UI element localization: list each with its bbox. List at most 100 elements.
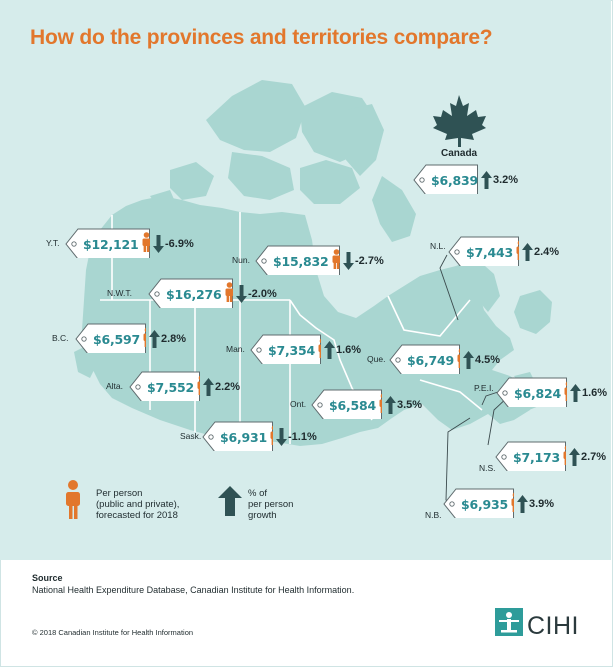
person-icon — [267, 424, 273, 450]
nb-price-tag: $6,935 — [444, 489, 514, 519]
map-vancouver-island — [74, 346, 96, 378]
source-heading: Source — [32, 573, 63, 583]
yt-label: Y.T. — [46, 238, 60, 248]
person-icon — [376, 392, 382, 418]
legend-arrow-icon — [218, 486, 242, 516]
legend-person-line: forecasted for 2018 — [96, 510, 178, 521]
alta-growth: 2.2% — [215, 381, 241, 393]
person-icon — [560, 444, 566, 470]
person-icon — [513, 239, 519, 265]
legend-growth-line: growth — [248, 510, 277, 521]
bc-label: B.C. — [52, 333, 69, 343]
maple-leaf-icon — [433, 95, 486, 147]
legend-growth-line: % of — [248, 488, 268, 499]
map-arctic-island — [150, 190, 176, 210]
map-arctic-island — [228, 152, 294, 200]
source-text: National Health Expenditure Database, Ca… — [32, 585, 355, 595]
yt-growth: -6.9% — [165, 238, 194, 250]
map-newfoundland — [514, 290, 552, 334]
ont-price-tag: $6,584 — [312, 390, 382, 420]
ns-amount: $7,173 — [513, 449, 561, 465]
map-arctic-island — [372, 176, 416, 242]
pei-amount: $6,824 — [514, 385, 562, 401]
arrow-up-icon — [202, 378, 214, 401]
nl-amount: $7,443 — [466, 244, 514, 260]
nl-label: N.L. — [430, 241, 446, 251]
arrow-down-icon — [342, 252, 354, 275]
pei-growth: 1.6% — [582, 387, 608, 399]
legend-person-line: (public and private), — [96, 499, 180, 510]
arrow-up-icon — [516, 495, 528, 518]
man-label: Man. — [226, 344, 245, 354]
pei-price-tag: $6,824 — [497, 378, 567, 408]
bc-growth: 2.8% — [161, 333, 187, 345]
nb-label: N.B. — [425, 510, 442, 520]
map-arctic-island — [170, 162, 214, 200]
person-icon — [139, 231, 150, 257]
alta-label: Alta. — [106, 381, 124, 391]
map-arctic-island — [346, 104, 384, 176]
arrow-up-icon — [568, 448, 580, 471]
person-icon — [329, 248, 340, 274]
nun-label: Nun. — [232, 255, 250, 265]
arrow-up-icon — [480, 171, 492, 194]
arrow-up-icon — [323, 341, 335, 364]
ns-price-tag: $7,173 — [496, 442, 566, 472]
que-price-tag: $6,749 — [390, 345, 460, 375]
cihi-logo-text: CIHI — [527, 612, 579, 640]
nwt-price-tag: $16,276 — [149, 279, 233, 309]
person-icon — [315, 337, 321, 363]
legend-person-icon — [66, 480, 80, 519]
nl-growth: 2.4% — [534, 246, 560, 258]
canada-amount: $6,839 — [431, 172, 479, 188]
nwt-amount: $16,276 — [166, 286, 222, 302]
person-icon — [222, 281, 233, 307]
sask-growth: -1.1% — [288, 431, 317, 443]
map-labrador — [456, 258, 500, 312]
ns-label: N.S. — [479, 463, 496, 473]
man-growth: 1.6% — [336, 344, 362, 356]
sask-price-tag: $6,931 — [203, 422, 273, 452]
canada-price-tag: $6,839 — [414, 165, 478, 195]
person-icon — [561, 380, 567, 406]
ont-growth: 3.5% — [397, 399, 423, 411]
person-icon — [508, 491, 514, 517]
que-amount: $6,749 — [407, 352, 455, 368]
map-arctic-island — [300, 160, 360, 204]
person-icon — [194, 374, 200, 400]
arrow-up-icon — [462, 351, 474, 374]
legend-person-line: Per person — [96, 488, 143, 499]
arrow-down-icon — [275, 428, 287, 451]
legend-growth-text: % of per person growth — [248, 488, 293, 521]
yt-amount: $12,121 — [83, 236, 139, 252]
man-amount: $7,354 — [268, 342, 316, 358]
nb-growth: 3.9% — [529, 498, 555, 510]
nwt-growth: -2.0% — [248, 288, 277, 300]
sask-label: Sask. — [180, 431, 202, 441]
alta-price-tag: $7,552 — [130, 372, 200, 402]
nwt-label: N.W.T. — [107, 288, 133, 298]
nb-amount: $6,935 — [461, 496, 509, 512]
que-label: Que. — [367, 354, 386, 364]
nun-growth: -2.7% — [355, 255, 384, 267]
ns-growth: 2.7% — [581, 451, 607, 463]
alta-amount: $7,552 — [147, 379, 195, 395]
arrow-up-icon — [569, 384, 581, 407]
ont-label: Ont. — [290, 399, 307, 409]
arrow-up-icon — [384, 396, 396, 419]
sask-amount: $6,931 — [220, 429, 268, 445]
cihi-logo-icon — [495, 608, 523, 636]
ont-amount: $6,584 — [329, 397, 377, 413]
que-growth: 4.5% — [475, 354, 501, 366]
yt-price-tag: $12,121 — [66, 229, 150, 259]
man-price-tag: $7,354 — [251, 335, 321, 365]
arrow-up-icon — [148, 330, 160, 353]
nun-amount: $15,832 — [273, 253, 329, 269]
arrow-down-icon — [235, 285, 247, 308]
person-icon — [454, 347, 460, 373]
canada-label: Canada — [441, 148, 478, 159]
arrow-up-icon — [521, 243, 533, 266]
page-title: How do the provinces and territories com… — [30, 26, 493, 49]
map-arctic-island — [206, 80, 306, 152]
